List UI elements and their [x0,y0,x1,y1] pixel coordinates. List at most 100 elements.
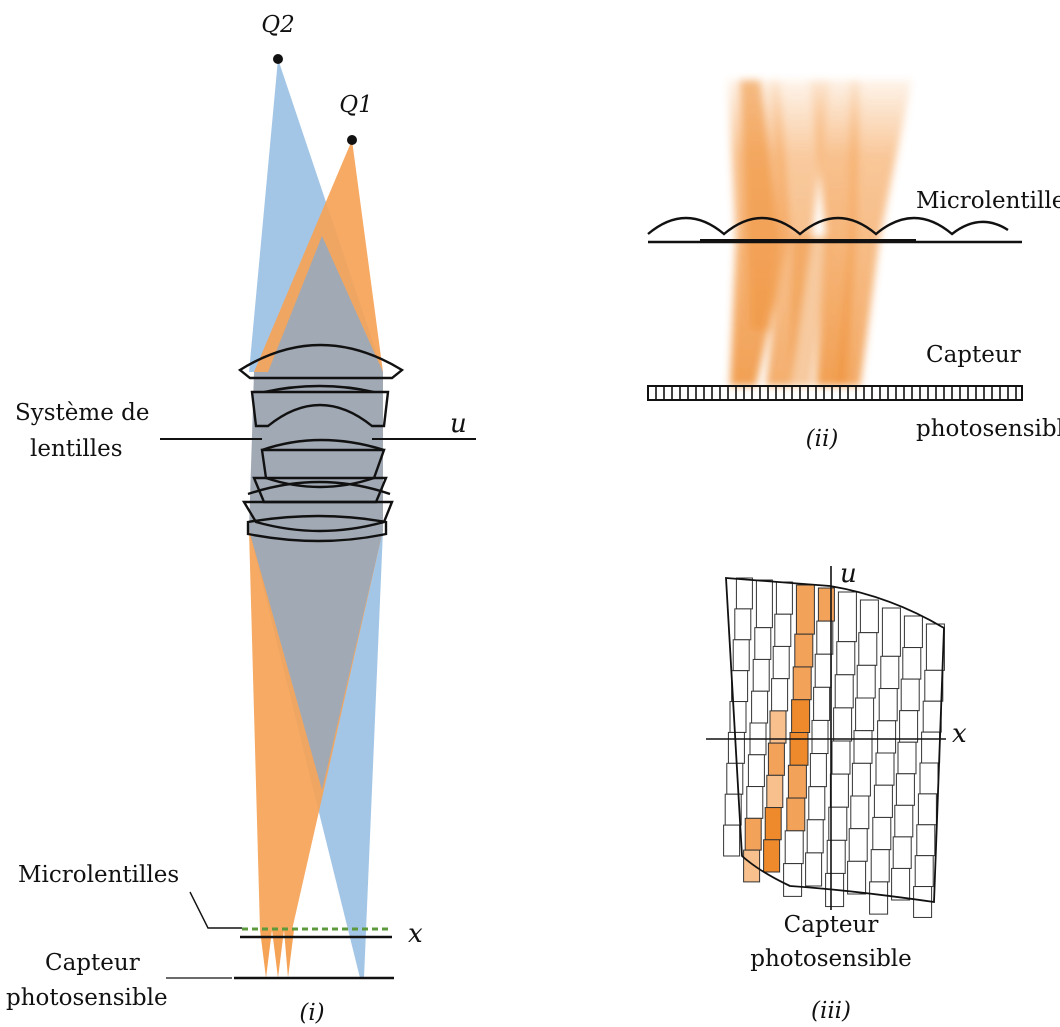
microlens-leader-line [189,891,242,929]
sensor-cell [795,584,815,635]
caption-ii: (ii) [806,426,839,452]
panel-i: Q2 Q1 Système de lentilles u x Microlent… [6,12,476,1026]
orange-spike-2 [272,930,284,978]
sensor-cell [903,615,923,649]
sensor-cell [772,645,790,680]
sensor-cell [734,608,752,641]
sensor-cell [826,839,846,874]
sensor-cell [847,860,867,895]
sensor-cell [809,753,827,788]
sensor-cell [914,855,934,888]
sensor-cell [784,830,804,865]
sensor-cell [878,688,898,722]
sensor-cell [831,740,851,775]
sensor-cell [916,824,936,857]
sensor-cell [851,762,871,797]
sensor-label-iii-line2: photosensible [750,946,912,972]
sensor-cell [729,701,747,733]
overlap-region-top [268,236,383,372]
sensor-cell [794,633,814,668]
x-axis-label-iii: x [952,719,967,749]
sensor-label-ii-line2: photosensible [916,416,1060,442]
sensor-cell [754,627,772,660]
sensor-cell [813,686,831,721]
microlens-array [647,216,1009,236]
q1-label: Q1 [339,92,373,118]
microlens-label-ii: Microlentilles [916,188,1060,214]
sensor-cell [875,752,895,786]
sensor-pixel-ticks [655,386,1017,400]
u-axis-label-iii: u [840,559,857,589]
sensor-cell [755,579,773,629]
sensor-cell [855,697,875,732]
sensor-cell [899,710,919,743]
u-axis-label: u [450,409,467,439]
sensor-cell [774,613,792,647]
x-axis-label: x [408,919,423,949]
sensor-cell [869,881,889,915]
sensor-cell [786,797,806,832]
sensor-cell [817,587,835,622]
sensor-cell [924,669,944,702]
caption-iii: (iii) [811,998,851,1024]
sensor-cell [853,730,873,764]
sensor-cell [735,577,753,610]
sensor-cell [789,732,809,766]
sensor-label-line1: Capteur [45,950,140,976]
orange-spike-1 [260,930,272,978]
orange-spike-3 [284,930,294,978]
sensor-cell [744,817,762,851]
microlens-label: Microlentilles [18,862,179,888]
sensor-cell [922,700,942,733]
sensor-cell [767,742,785,776]
warped-sensor-grid [723,577,945,918]
sensor-cell [833,707,853,742]
sensor-cell [900,678,920,712]
sensor-cell [859,599,879,634]
sensor-cell [829,773,849,808]
sensor-cell [897,741,917,775]
sensor-cell [919,762,939,795]
sensor-cell [881,607,901,657]
sensor-cell [877,720,897,754]
overlap-region-bottom [249,530,383,790]
sensor-cell [858,632,878,666]
lens-system-label-line1: Système de [15,400,149,426]
sensor-cell [771,678,789,712]
sensor-cell [892,836,912,869]
sensor-cell [873,784,893,818]
sensor-cell [834,674,854,709]
sensor-cell [917,793,937,826]
sensor-cell [814,653,832,688]
sensor-cell [791,699,811,734]
sensor-cell [872,816,892,851]
sensor-cell [811,719,829,755]
sensor-cell [836,641,856,676]
sensor-cell [894,804,914,838]
sensor-cell [751,690,769,724]
blurred-ray-bundles [728,80,912,386]
sensor-cell [746,786,764,819]
caption-i: (i) [299,1000,324,1026]
sensor-cell [925,623,945,671]
sensor-cell [775,581,793,615]
sensor-cell [891,867,911,901]
sensor-label-line2: photosensible [6,985,168,1011]
lens-system [237,343,405,543]
sensor-cell [787,764,807,799]
panel-iii: u x Capteur photosensible (iii) [706,559,967,1024]
sensor-cell [792,666,812,701]
sensor-cell [805,852,823,887]
sensor-cell [880,655,900,690]
sensor-cell [747,754,765,788]
panel-ii: Microlentilles Capteur photosensible (ii… [647,80,1060,452]
sensor-strip [647,385,1023,401]
sensor-cell [731,670,749,703]
sensor-cell [870,849,890,883]
sensor-cell [806,819,824,854]
point-q2-dot [273,54,283,64]
sensor-cell [848,828,868,862]
sensor-cell [743,849,761,883]
q2-label: Q2 [261,12,295,38]
